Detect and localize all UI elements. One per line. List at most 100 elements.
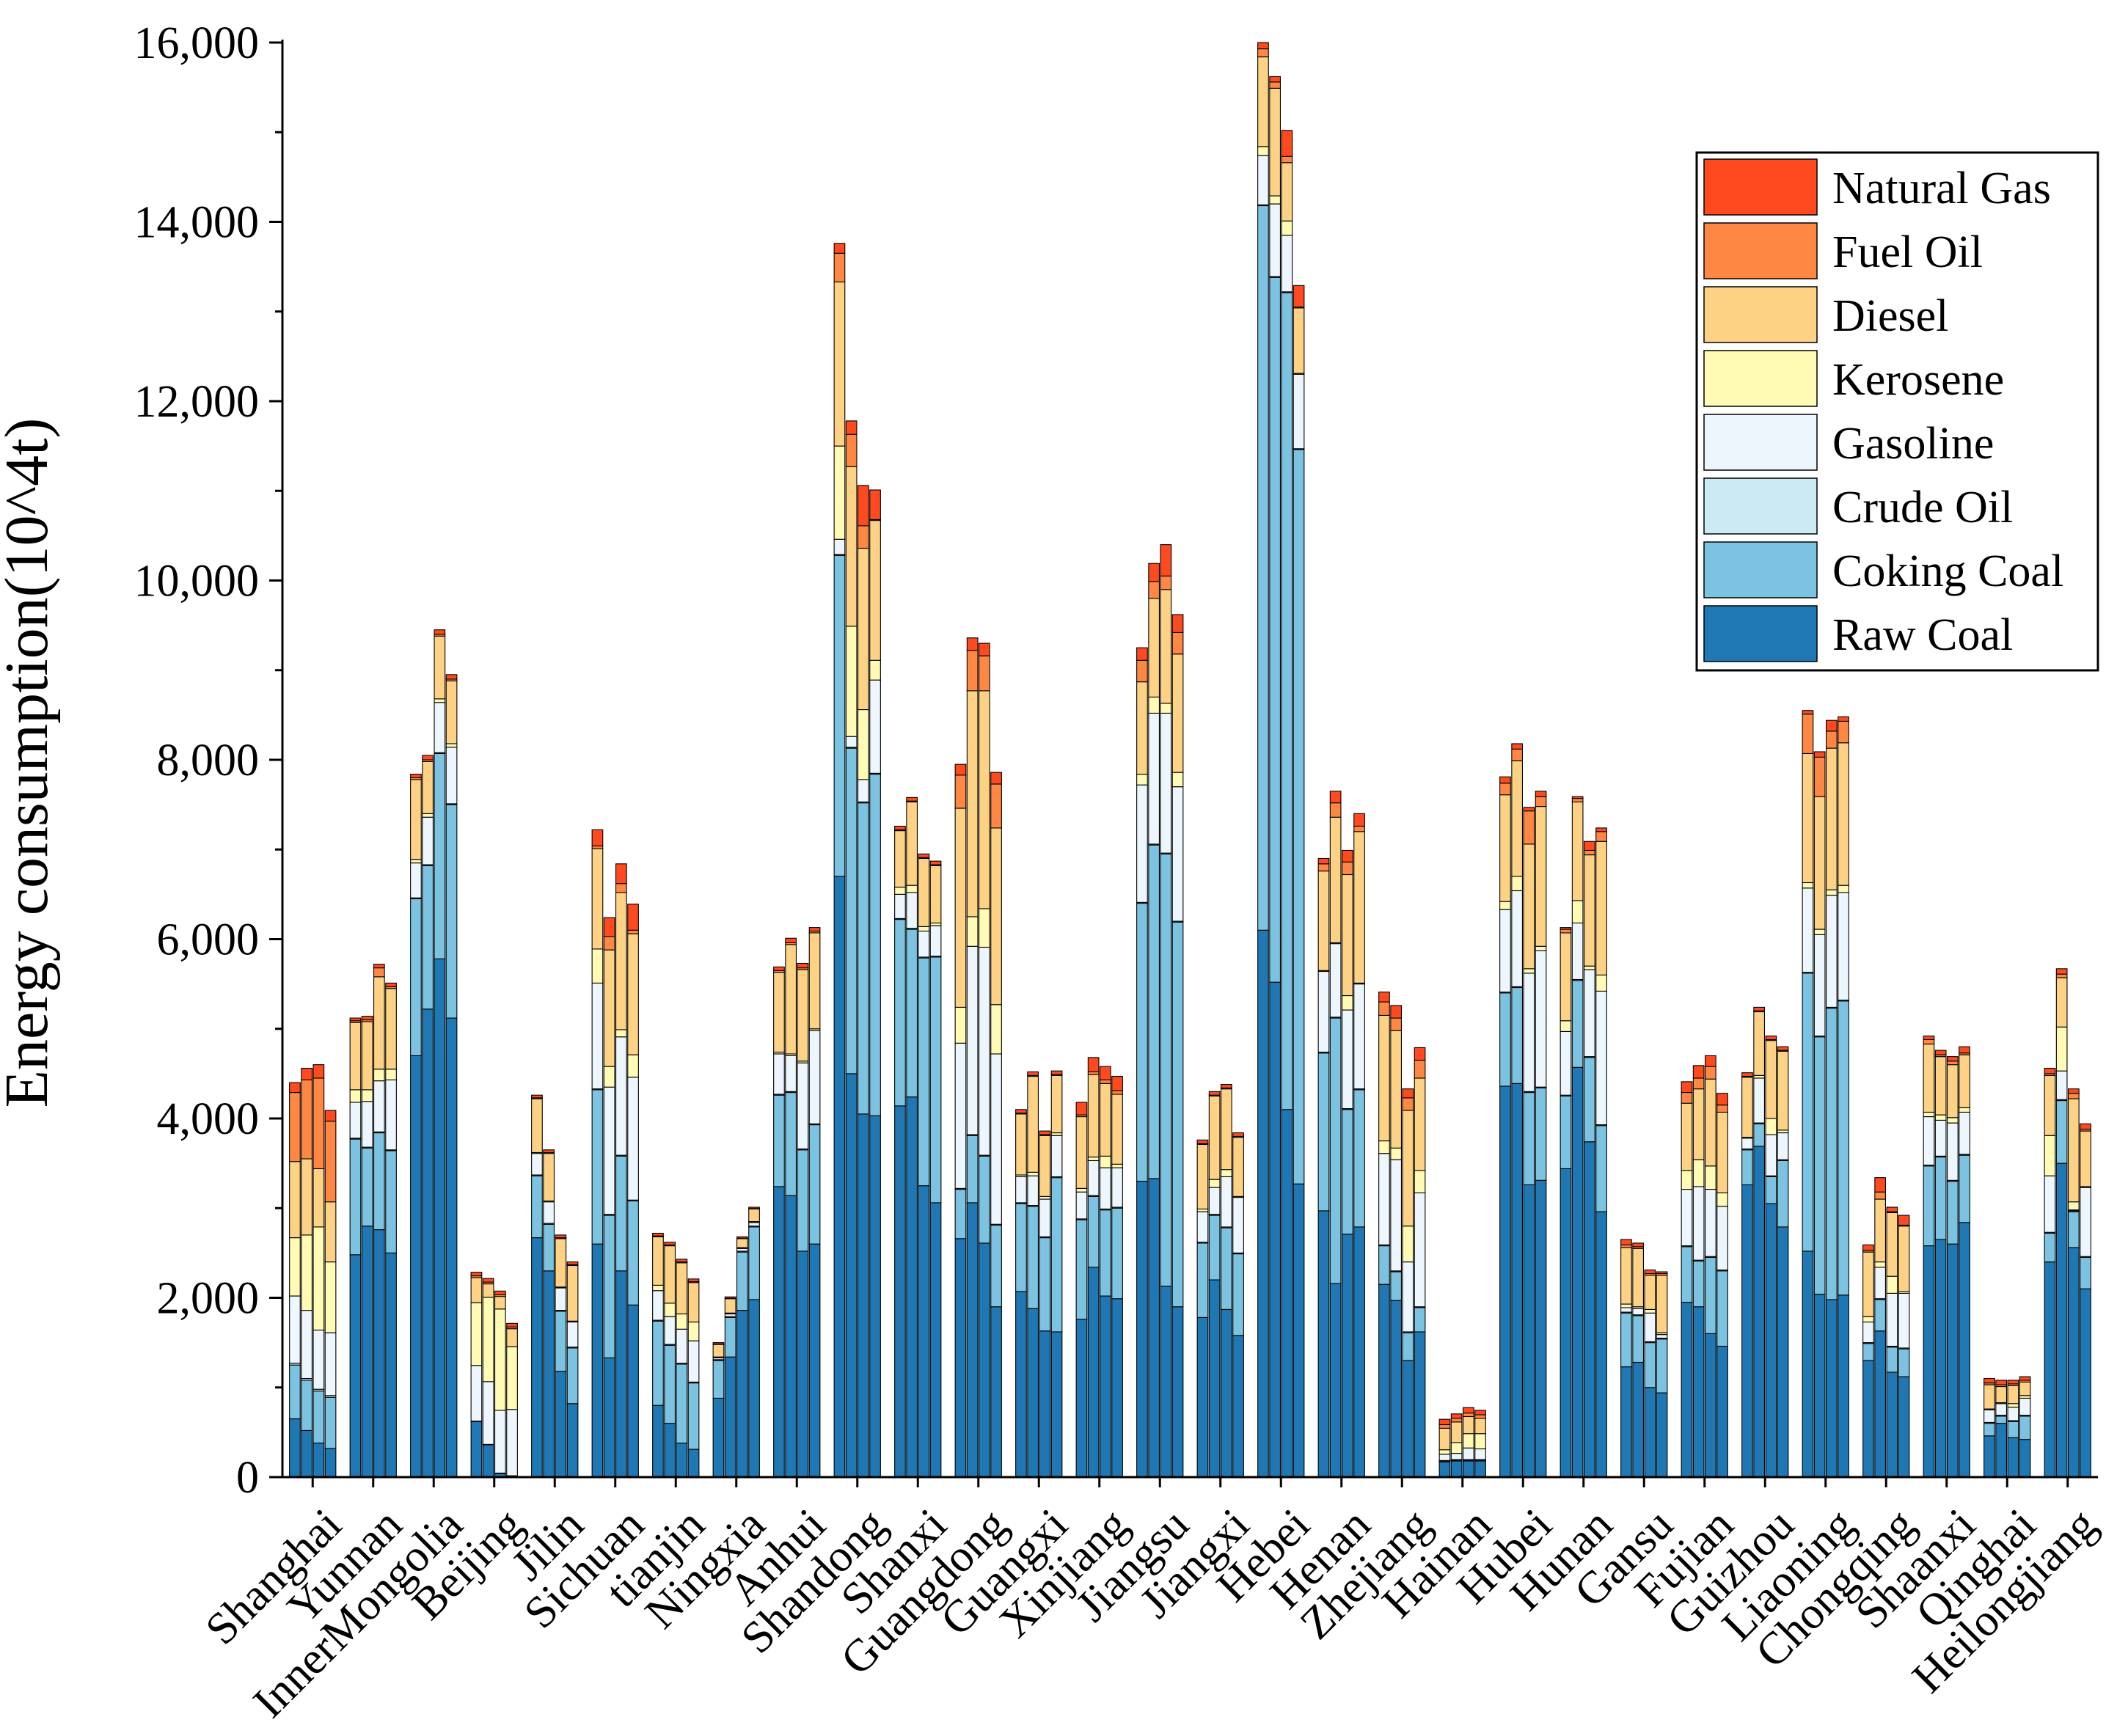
- legend-swatch-kerosene: [1703, 350, 1818, 407]
- bar-segment-ningxia-1-coking-coal: [712, 1360, 725, 1399]
- bar-segment-hunan-2-fuel-oil: [1571, 798, 1584, 803]
- bar-segment-liaoning-1-gasoline: [1802, 887, 1814, 973]
- bar-segment-hubei-3-natural-gas: [1523, 807, 1535, 812]
- bar-segment-tianjin-3-diesel: [676, 1262, 688, 1315]
- bar-segment-hainan-3-gasoline: [1463, 1447, 1474, 1460]
- bar-segment-henan-3-raw-coal: [1342, 1234, 1353, 1478]
- bar-segment-liaoning-2-diesel: [1813, 796, 1826, 930]
- bar-segment-liaoning-4-natural-gas: [1838, 716, 1849, 722]
- bar-segment-anhui-3-natural-gas: [797, 962, 809, 969]
- bar-segment-jilin-1-gasoline: [531, 1153, 543, 1176]
- group-heilongjiang: [2044, 968, 2091, 1478]
- group-ningxia: [712, 1206, 760, 1478]
- bar-segment-heilongjiang-3-diesel: [2068, 1098, 2080, 1203]
- bar-segment-tianjin-2-natural-gas: [664, 1242, 676, 1245]
- bar-segment-anhui-4-coking-coal: [808, 1124, 821, 1245]
- bar-segment-hebei-4-gasoline: [1292, 373, 1305, 450]
- bar-segment-qinghai-2-diesel: [1995, 1385, 2008, 1404]
- bar-segment-hainan-2-diesel: [1450, 1421, 1463, 1443]
- bar-segment-beijing-1-diesel: [470, 1277, 483, 1303]
- bar-segment-zhejiang-3-diesel: [1402, 1110, 1414, 1227]
- bar-segment-yunnan-2-natural-gas: [361, 1016, 373, 1021]
- bar-segment-ningxia-4-coking-coal: [748, 1226, 760, 1300]
- bar-segment-yunnan-2-raw-coal: [361, 1226, 373, 1478]
- bar-segment-guangxi-3-natural-gas: [1039, 1130, 1051, 1135]
- bar-segment-shanghai-1-gasoline: [289, 1295, 301, 1364]
- bar-segment-jiangsu-3-diesel: [1160, 589, 1172, 704]
- bar-segment-guangdong-1-natural-gas: [954, 763, 967, 776]
- bar-segment-hunan-4-natural-gas: [1595, 827, 1607, 832]
- bar-segment-heilongjiang-1-kerosene: [2044, 1135, 2056, 1176]
- bar-segment-gansu-4-diesel: [1656, 1275, 1668, 1333]
- bar-segment-henan-2-raw-coal: [1329, 1283, 1342, 1478]
- bar-segment-tianjin-3-kerosene: [676, 1313, 688, 1330]
- bar-segment-hainan-1-raw-coal: [1438, 1461, 1451, 1478]
- bar-segment-innermongolia-4-gasoline: [445, 747, 458, 805]
- bar-segment-beijing-1-raw-coal: [470, 1421, 483, 1478]
- bar-segment-gansu-1-natural-gas: [1620, 1239, 1632, 1245]
- bar-segment-henan-4-natural-gas: [1353, 813, 1365, 827]
- bar-segment-shanghai-3-gasoline: [312, 1329, 325, 1390]
- bar-segment-tianjin-2-kerosene: [664, 1303, 676, 1317]
- bar-segment-shanxi-3-natural-gas: [918, 853, 930, 858]
- bar-segment-ningxia-4-raw-coal: [748, 1299, 760, 1478]
- bar-segment-hubei-2-fuel-oil: [1511, 748, 1524, 761]
- bar-segment-liaoning-3-gasoline: [1826, 895, 1838, 1008]
- bar-segment-hubei-4-fuel-oil: [1535, 796, 1547, 807]
- axes-layer: 0 2,000 4,000 6,000 8,000 10,000 12,000 14,000 1…: [134, 18, 2098, 1503]
- bar-segment-guangdong-4-fuel-oil: [990, 783, 1002, 829]
- bar-segment-jiangsu-3-kerosene: [1160, 703, 1172, 714]
- bar-segment-ningxia-2-natural-gas: [724, 1296, 736, 1299]
- bar-segment-zhejiang-2-gasoline: [1390, 1159, 1402, 1272]
- bar-segment-liaoning-3-kerosene: [1826, 889, 1838, 896]
- bar-segment-hainan-3-diesel: [1463, 1415, 1474, 1435]
- bar-segment-qinghai-3-natural-gas: [2007, 1380, 2019, 1385]
- bar-segment-jiangxi-4-diesel: [1232, 1137, 1244, 1197]
- group-shanghai: [289, 1064, 337, 1478]
- bar-segment-innermongolia-4-kerosene: [445, 743, 458, 748]
- bar-segment-jilin-3-coking-coal: [555, 1311, 567, 1372]
- group-hainan: [1438, 1407, 1486, 1478]
- group-guangdong: [954, 637, 1002, 1478]
- y-tick-label: 10,000: [134, 557, 260, 607]
- bar-segment-qinghai-3-diesel: [2007, 1385, 2019, 1404]
- bar-segment-heilongjiang-4-natural-gas: [2080, 1123, 2091, 1130]
- bar-segment-guizhou-3-diesel: [1765, 1040, 1777, 1119]
- bar-segment-hebei-4-natural-gas: [1292, 285, 1305, 308]
- y-tick-label: 6,000: [157, 915, 260, 965]
- bar-segment-heilongjiang-2-natural-gas: [2055, 968, 2068, 975]
- bar-segment-hebei-2-diesel: [1269, 87, 1281, 197]
- bar-segment-qinghai-3-gasoline: [2007, 1407, 2019, 1421]
- bar-segment-qinghai-2-natural-gas: [1995, 1380, 2008, 1385]
- bar-segment-ningxia-4-diesel: [748, 1208, 760, 1223]
- bar-segment-shaanxi-4-kerosene: [1959, 1107, 1970, 1113]
- bar-segment-shanxi-4-raw-coal: [929, 1202, 942, 1478]
- group-tianjin: [652, 1232, 700, 1478]
- bar-segment-qinghai-1-gasoline: [1983, 1409, 1995, 1423]
- bar-segment-shandong-4-coking-coal: [869, 774, 881, 1116]
- bar-segment-liaoning-4-raw-coal: [1838, 1294, 1849, 1478]
- bar-segment-shanghai-4-coking-coal: [324, 1396, 337, 1449]
- bar-segment-shandong-1-diesel: [833, 281, 846, 447]
- legend-swatch-raw-coal: [1703, 605, 1818, 662]
- bar-segment-hunan-4-kerosene: [1595, 974, 1607, 992]
- bar-segment-shanghai-4-raw-coal: [324, 1448, 337, 1478]
- bar-segment-guangxi-1-coking-coal: [1015, 1203, 1027, 1292]
- bar-segment-shanghai-3-diesel: [312, 1168, 325, 1228]
- bar-segment-innermongolia-3-raw-coal: [434, 958, 446, 1478]
- legend-swatch-gasoline: [1703, 414, 1818, 471]
- bar-segment-fujian-3-raw-coal: [1705, 1333, 1716, 1478]
- bar-segment-guangdong-3-kerosene: [979, 908, 990, 948]
- bar-segment-fujian-4-raw-coal: [1716, 1345, 1728, 1478]
- bar-segment-hebei-1-gasoline: [1257, 155, 1269, 205]
- bar-segment-hubei-2-natural-gas: [1511, 743, 1524, 750]
- bar-segment-shandong-4-gasoline: [869, 679, 881, 774]
- bar-segment-innermongolia-4-raw-coal: [445, 1017, 458, 1478]
- group-beijing: [470, 1272, 518, 1478]
- bar-segment-chongqing-3-gasoline: [1886, 1292, 1898, 1347]
- bar-segment-xinjiang-4-gasoline: [1111, 1167, 1123, 1208]
- bar-segment-hebei-3-coking-coal: [1281, 292, 1293, 1110]
- bar-segment-hunan-4-diesel: [1595, 840, 1607, 975]
- bar-segment-hainan-4-kerosene: [1474, 1433, 1486, 1450]
- bar-segment-hainan-2-kerosene: [1450, 1442, 1463, 1454]
